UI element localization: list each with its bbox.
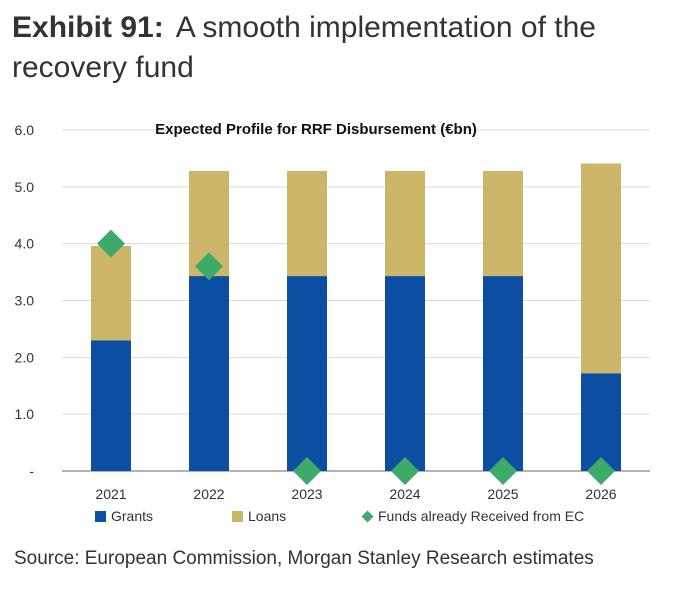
- exhibit-label: Exhibit 91:: [12, 11, 164, 44]
- legend-swatch: [232, 511, 243, 522]
- legend-swatch: [95, 511, 106, 522]
- x-tick-label: 2023: [291, 486, 322, 502]
- bar-loans: [385, 170, 425, 277]
- x-tick-label: 2024: [389, 486, 420, 502]
- bar-grants: [189, 276, 229, 471]
- rrf-disbursement-chart: - 1.0 2.0 3.0 4.0 5.0 6.0 2021 2022 2023 2024 2025 2…: [15, 121, 650, 524]
- bar-grants: [287, 276, 327, 471]
- y-tick-label: 5.0: [15, 179, 35, 195]
- funds-received-marker: [97, 229, 125, 258]
- bar-grants: [91, 340, 131, 471]
- funds-received-marker: [195, 252, 223, 281]
- source-note: Source: European Commission, Morgan Stan…: [14, 548, 594, 569]
- legend-label: Loans: [248, 508, 286, 524]
- legend-label: Grants: [111, 508, 153, 524]
- y-tick-label: 2.0: [15, 349, 35, 365]
- x-tick-label: 2026: [585, 486, 616, 502]
- exhibit-title: Exhibit 91: A smooth implementation of th…: [12, 8, 692, 88]
- bar-loans: [581, 163, 621, 374]
- y-tick-label: -: [29, 463, 34, 479]
- bar-loans: [287, 170, 327, 277]
- bar-loans: [91, 245, 131, 341]
- legend-label: Funds already Received from EC: [378, 508, 584, 524]
- legend-swatch: [361, 510, 374, 523]
- funds-received-marker: [587, 457, 615, 485]
- funds-received-marker: [391, 457, 419, 485]
- y-tick-label: 3.0: [15, 293, 35, 309]
- x-tick-label: 2025: [487, 486, 518, 502]
- x-tick-label: 2022: [193, 486, 224, 502]
- x-tick-label: 2021: [95, 486, 126, 502]
- y-tick-label: 1.0: [15, 406, 35, 422]
- y-tick-label: 6.0: [15, 122, 35, 138]
- y-tick-label: 4.0: [15, 236, 35, 252]
- bar-grants: [581, 373, 621, 471]
- funds-received-marker: [293, 457, 321, 485]
- bar-grants: [483, 276, 523, 471]
- chart-title: Expected Profile for RRF Disbursement (€…: [155, 121, 477, 138]
- funds-received-marker: [489, 457, 517, 485]
- exhibit-title-text: A smooth implementation of the recovery …: [12, 11, 596, 84]
- bar-loans: [483, 170, 523, 277]
- bar-grants: [385, 276, 425, 471]
